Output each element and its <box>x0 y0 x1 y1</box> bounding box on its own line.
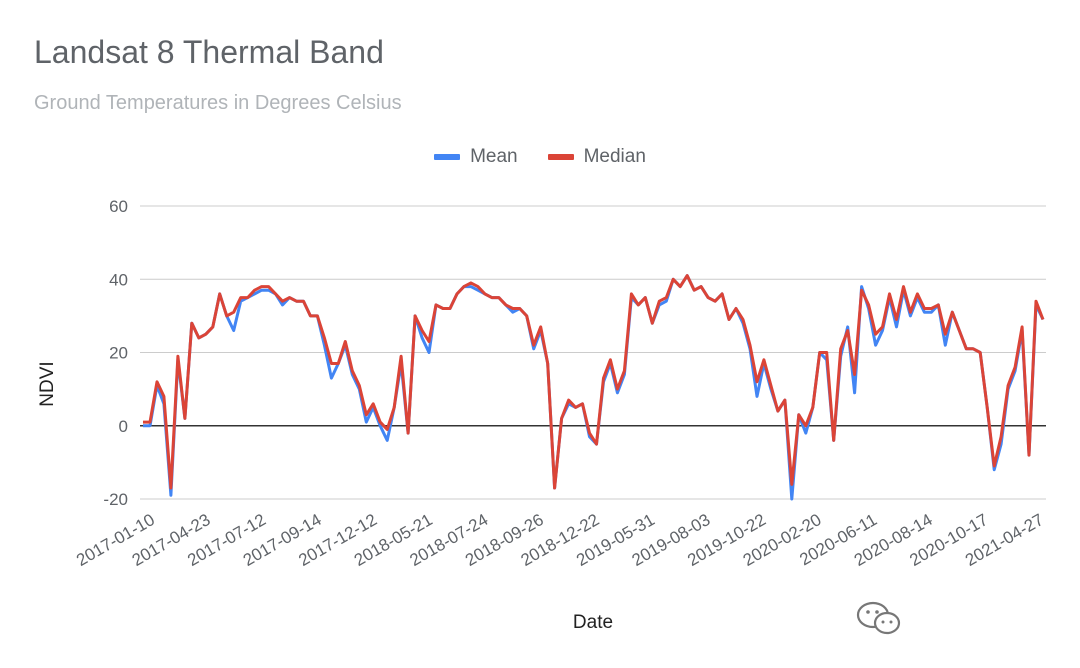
wechat-watermark <box>856 600 902 636</box>
legend-item-mean[interactable]: Mean <box>434 146 518 168</box>
chart-subtitle: Ground Temperatures in Degrees Celsius <box>34 92 402 114</box>
y-tick-labels: -20 0 20 40 60 <box>103 197 128 509</box>
x-axis-title: Date <box>573 612 613 633</box>
legend-swatch-median <box>547 154 574 160</box>
series-lines <box>143 274 1045 501</box>
legend-label-mean: Mean <box>470 146 518 167</box>
chart-title: Landsat 8 Thermal Band <box>34 34 384 70</box>
grid-lines <box>140 205 1046 500</box>
y-tick-label: -20 <box>103 490 128 509</box>
series-line-median <box>143 274 1045 490</box>
series-line-mean <box>143 274 1045 501</box>
y-tick-label: 40 <box>109 270 128 289</box>
legend-swatch-mean <box>434 154 461 160</box>
chart-legend: Mean Median <box>0 146 1080 168</box>
y-tick-label: 0 <box>119 417 128 436</box>
x-tick-labels: 2017-01-102017-04-232017-07-122017-09-14… <box>73 510 1047 570</box>
legend-label-median: Median <box>583 146 646 167</box>
y-axis-title: NDVI <box>37 361 58 406</box>
y-tick-label: 60 <box>109 197 128 216</box>
y-tick-label: 20 <box>109 344 128 363</box>
wechat-icon <box>856 601 901 635</box>
legend-item-median[interactable]: Median <box>547 146 646 168</box>
